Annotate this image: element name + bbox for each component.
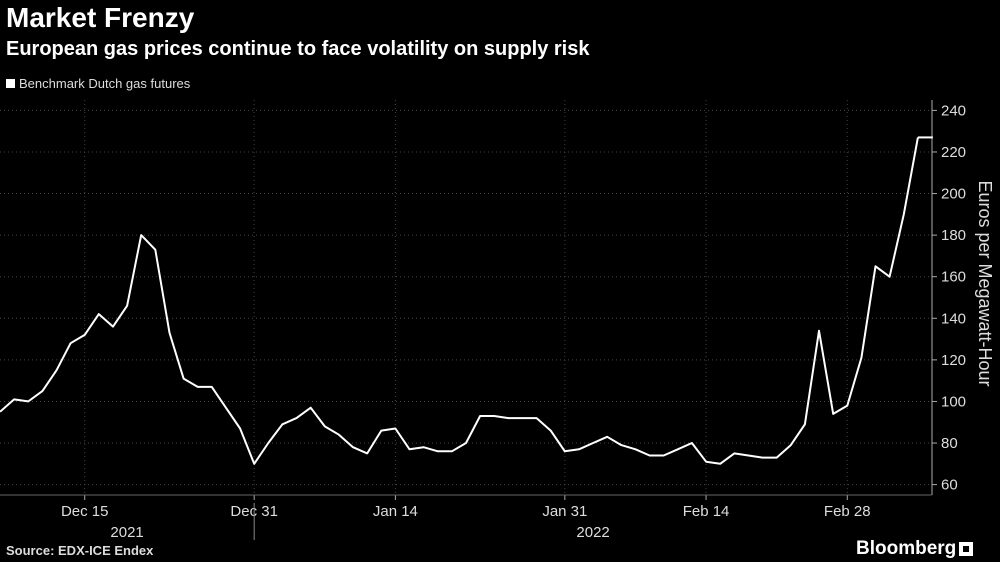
y-tick-label: 160	[941, 269, 966, 286]
chart-title: Market Frenzy	[6, 2, 195, 33]
series-line	[0, 137, 919, 465]
brand-mark-icon	[959, 542, 974, 556]
bloomberg-logo: Bloomberg	[856, 538, 974, 560]
year-label: 2022	[576, 524, 609, 541]
legend-label: Benchmark Dutch gas futures	[19, 76, 191, 91]
y-tick-label: 120	[941, 352, 966, 369]
x-tick-label: Feb 14	[683, 503, 730, 520]
y-tick-label: 100	[941, 393, 966, 410]
x-tick-label: Dec 15	[61, 503, 109, 520]
y-tick-label: 140	[941, 310, 966, 327]
y-tick-label: 240	[941, 102, 966, 119]
y-tick-label: 80	[941, 435, 958, 452]
chart-subtitle: European gas prices continue to face vol…	[6, 38, 590, 60]
legend-swatch	[6, 79, 15, 88]
brand-name: Bloomberg	[856, 538, 957, 559]
x-tick-label: Jan 14	[373, 503, 418, 520]
legend: Benchmark Dutch gas futures	[6, 76, 190, 91]
x-tick-label: Feb 28	[824, 503, 871, 520]
source-note: Source: EDX-ICE Endex	[6, 543, 154, 558]
x-tick-label: Jan 31	[542, 503, 587, 520]
y-tick-label: 200	[941, 186, 966, 203]
y-tick-label: 220	[941, 144, 966, 161]
y-axis-title: Euros per Megawatt-Hour	[975, 180, 995, 386]
y-tick-label: 60	[941, 477, 958, 494]
y-tick-label: 180	[941, 227, 966, 244]
year-label: 2021	[110, 524, 143, 541]
